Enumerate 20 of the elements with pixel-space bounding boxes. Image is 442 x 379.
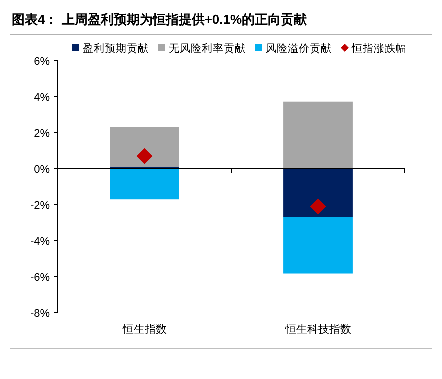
y-tick-label: -6% [30,272,50,284]
y-tick-label: 2% [34,128,50,140]
bar [284,217,353,274]
x-tick-label: 恒生指数 [122,323,167,336]
bar [284,169,353,218]
bar [110,127,180,168]
chart-title: 图表4： 上周盈利预期为恒指提供+0.1%的正向贡献 [12,12,308,27]
y-tick-label: -4% [30,236,50,248]
legend-label: 恒指涨跌幅 [351,43,407,55]
y-tick-label: -8% [30,308,50,320]
legend-label: 盈利预期贡献 [83,42,149,55]
legend-label: 无风险利率贡献 [169,42,246,55]
y-tick-label: -2% [30,200,50,212]
x-tick-label: 恒生科技指数 [284,323,352,336]
y-tick-label: 0% [34,164,50,176]
y-tick-label: 6% [34,56,50,68]
legend-label: 风险溢价贡献 [266,43,332,55]
bar [284,102,353,169]
y-tick-label: 4% [34,92,50,104]
bar [110,169,180,200]
